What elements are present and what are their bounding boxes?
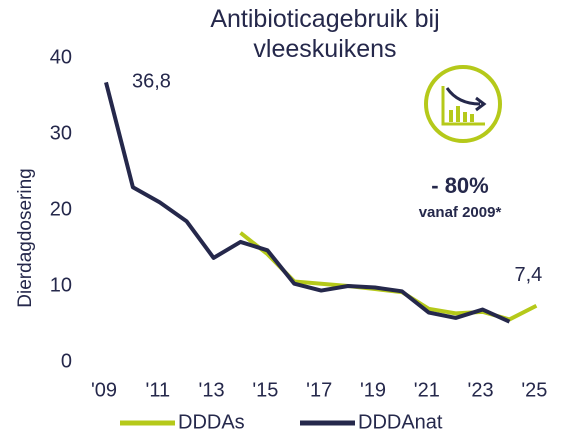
x-tick-label: '21: [414, 379, 440, 401]
x-tick-label: '11: [146, 379, 171, 401]
data-label: 7,4: [514, 264, 542, 286]
legend-label: DDDAnat: [358, 411, 443, 433]
data-label: 36,8: [132, 71, 171, 93]
x-tick-label: '25: [521, 379, 547, 401]
line: [104, 81, 511, 324]
x-tick-label: '13: [199, 379, 225, 401]
icon: [424, 65, 502, 143]
y-tick-label: 0: [61, 350, 72, 372]
x-tick-label: '17: [306, 379, 332, 401]
x-tick-label: '19: [360, 379, 386, 401]
y-axis-label: Dierdagdosering: [15, 168, 36, 307]
line: [239, 231, 538, 322]
y-tick-label: 20: [50, 198, 72, 220]
x-tick-label: '15: [252, 379, 278, 401]
annotation: vanaf 2009*: [419, 204, 502, 221]
chart-title: Antibioticagebruik bij vleeskuikens: [210, 5, 440, 63]
legend-label: DDDAs: [178, 411, 245, 433]
annotation: - 80%: [431, 173, 488, 198]
x-tick-label: '23: [468, 379, 494, 401]
y-tick-label: 30: [50, 122, 72, 144]
x-tick-label: '09: [91, 379, 117, 401]
y-tick-label: 40: [50, 46, 72, 68]
y-tick-label: 10: [50, 274, 72, 296]
